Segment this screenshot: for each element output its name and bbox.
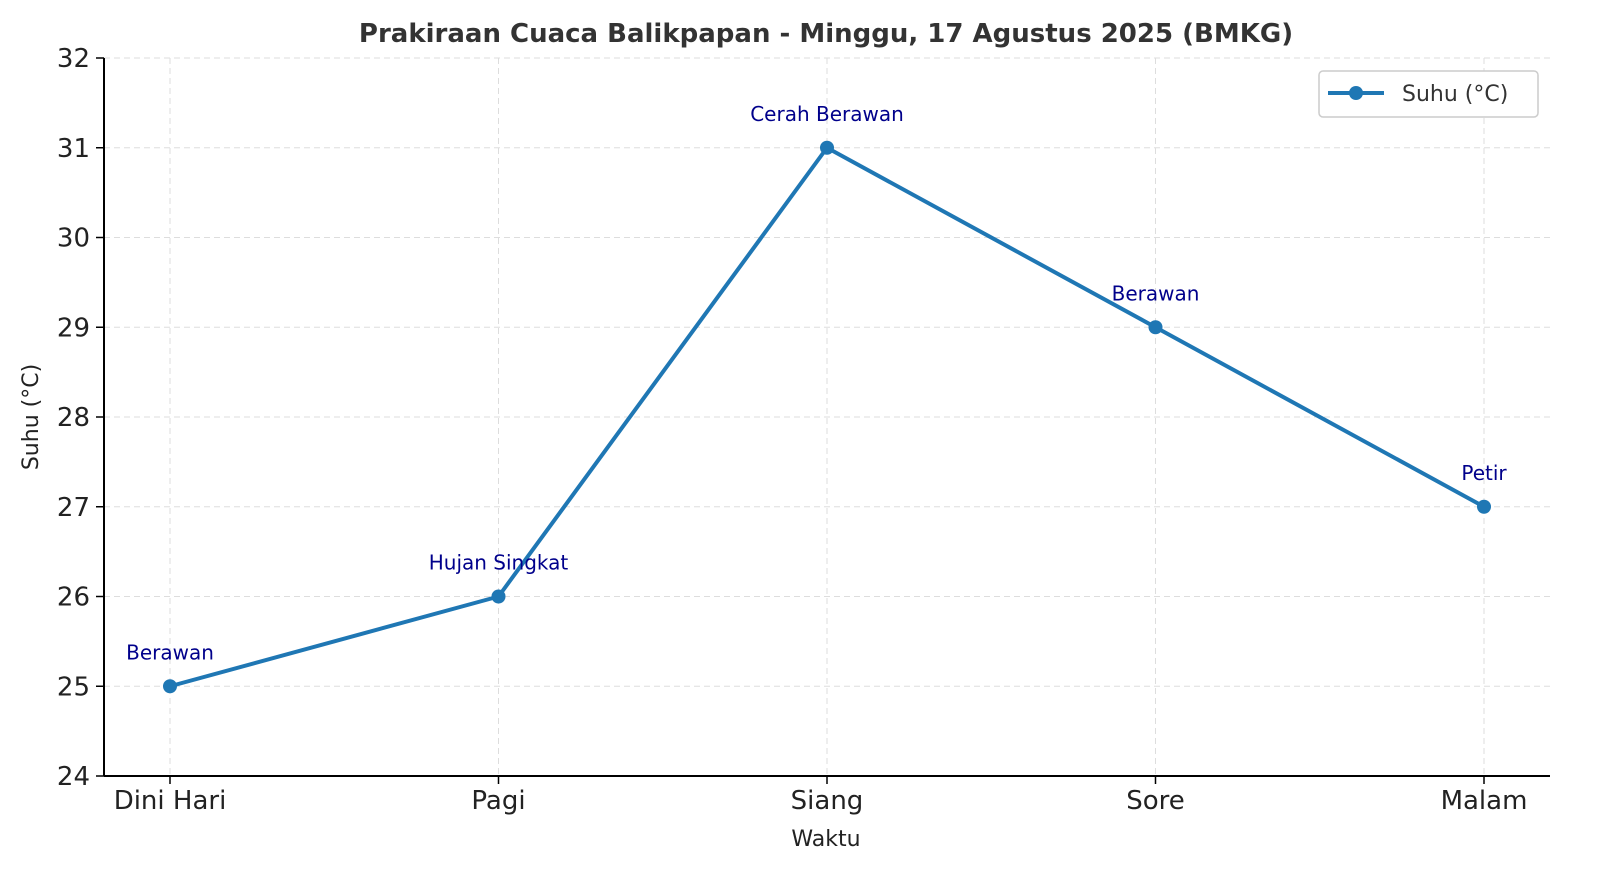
chart-title: Prakiraan Cuaca Balikpapan - Minggu, 17 … <box>359 19 1293 49</box>
y-tick-label: 32 <box>57 44 90 74</box>
legend-box <box>1318 70 1539 118</box>
y-tick-label: 31 <box>57 134 90 164</box>
annotation-label: Petir <box>1461 461 1507 485</box>
legend-label: Suhu (°C) <box>1402 82 1508 107</box>
x-tick-label: Dini Hari <box>114 786 227 816</box>
annotation-label: Hujan Singkat <box>429 551 569 575</box>
y-ticks: 24 25 26 27 28 29 30 31 32 <box>57 44 104 792</box>
data-point <box>491 589 506 604</box>
x-axis-label: Waktu <box>791 827 860 852</box>
series-group <box>163 140 1491 694</box>
x-tick-label: Siang <box>791 786 864 816</box>
y-tick-label: 30 <box>57 224 90 254</box>
y-tick-label: 27 <box>57 493 90 523</box>
legend: Suhu (°C) <box>1318 70 1539 118</box>
legend-marker <box>1349 86 1363 100</box>
grid <box>104 57 1550 776</box>
x-tick-label: Malam <box>1441 786 1528 816</box>
y-axis-label: Suhu (°C) <box>19 364 44 470</box>
data-point <box>1477 499 1491 514</box>
annotation-label: Berawan <box>1112 281 1200 305</box>
data-point <box>163 679 177 694</box>
annotation-label: Cerah Berawan <box>750 102 904 126</box>
y-tick-label: 24 <box>57 762 90 792</box>
y-tick-label: 26 <box>57 583 90 613</box>
annotations: Berawan Hujan Singkat Cerah Berawan Berawan… <box>126 102 1507 665</box>
x-ticks: Dini Hari Pagi Siang Sore Malam <box>114 776 1528 816</box>
data-point <box>1148 320 1163 335</box>
y-tick-label: 28 <box>57 403 90 433</box>
annotation-label: Berawan <box>126 640 214 664</box>
y-tick-label: 29 <box>57 313 90 343</box>
data-point <box>820 140 834 155</box>
y-tick-label: 25 <box>57 672 90 702</box>
x-tick-label: Pagi <box>471 786 525 816</box>
x-tick-label: Sore <box>1126 786 1185 816</box>
